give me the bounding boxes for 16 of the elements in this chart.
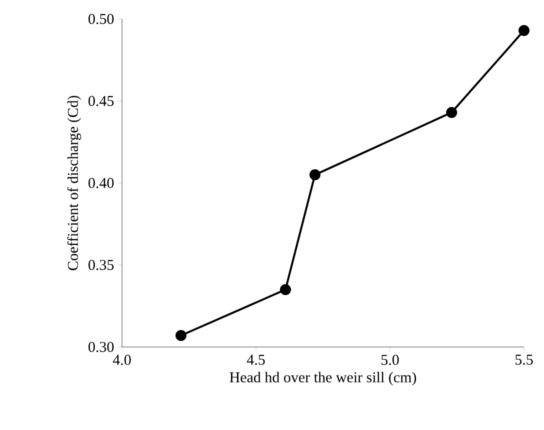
point	[446, 106, 458, 118]
y-tick-label: 0.40	[88, 178, 114, 188]
x-tick-label: 4.0	[112, 354, 131, 365]
y-tick-label: 0.35	[88, 260, 114, 270]
point	[175, 330, 186, 342]
point	[309, 169, 320, 180]
y-tick-label: 0.45	[88, 96, 114, 106]
point	[518, 24, 530, 36]
y-tick-label: 0.50	[88, 14, 114, 24]
x-tick-label: 5.5	[516, 354, 533, 365]
y-axis-title: Coefficient of discharge (Cd)	[67, 96, 82, 270]
y-tick-label: 0.30	[88, 342, 114, 352]
point	[280, 284, 291, 296]
x-axis-title: Head hd over the weir sill (cm)	[230, 372, 416, 386]
x-tick-label: 4.5	[246, 354, 265, 365]
x-tick-label: 5.0	[382, 354, 399, 365]
